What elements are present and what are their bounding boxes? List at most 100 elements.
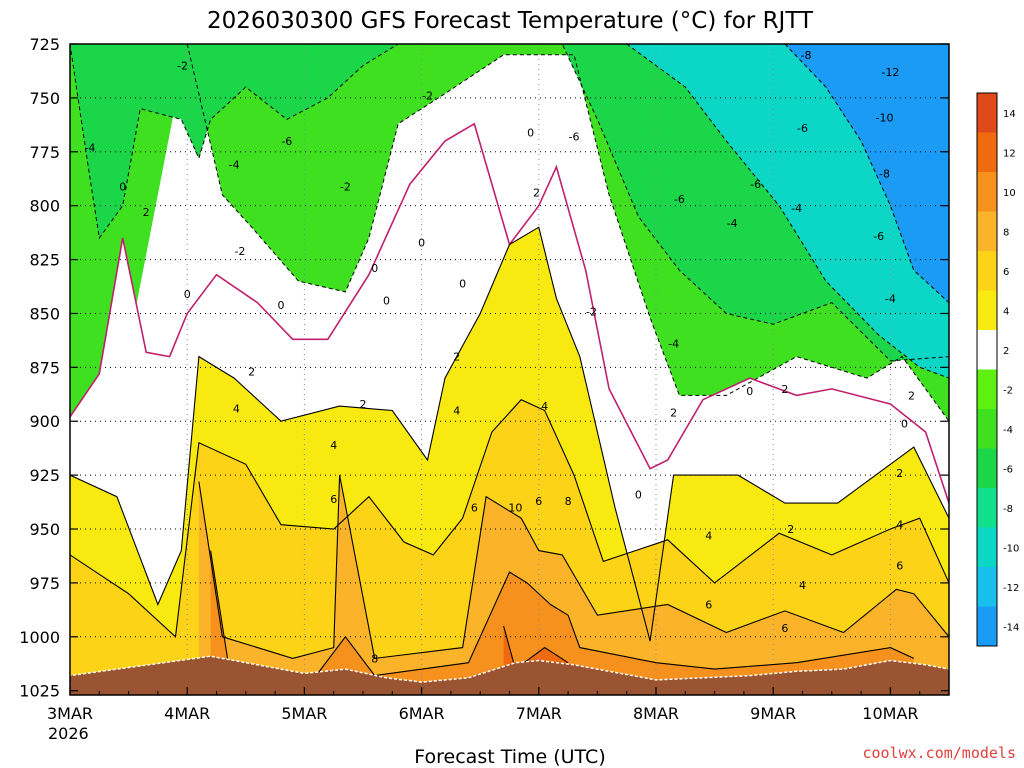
y-tick-label: 750 [29, 89, 60, 108]
contour-label: 6 [471, 501, 478, 514]
contour-label: 8 [565, 495, 572, 508]
colorbar-label: 12 [1003, 148, 1016, 159]
y-tick-label: 900 [29, 412, 60, 431]
contour-label: 8 [371, 652, 378, 665]
contour-label: -4 [84, 141, 95, 154]
contour-line-contour--12 [784, 44, 949, 304]
contour-label: -2 [177, 60, 188, 73]
contour-label: -8 [879, 167, 890, 180]
contour-label: 2 [248, 366, 255, 379]
contour-label: 2 [453, 351, 460, 364]
colorbar-swatch [977, 488, 997, 528]
contour-line-contour--4 [70, 44, 949, 362]
contour-label: -12 [881, 66, 899, 79]
colorbar-label: -8 [1003, 504, 1013, 515]
contour-label: -10 [876, 111, 894, 124]
y-tick-label: 725 [29, 35, 60, 54]
contour-label: -6 [281, 135, 292, 148]
colorbar-swatch [977, 369, 997, 409]
colorbar-swatch [977, 132, 997, 172]
colorbar-label: 14 [1003, 109, 1016, 120]
x-tick-label: 8MAR [633, 704, 679, 723]
contour-label: -4 [229, 159, 240, 172]
contour-label: -8 [801, 49, 812, 62]
x-axis-title: Forecast Time (UTC) [414, 746, 605, 768]
contour-label: -2 [234, 245, 245, 258]
contour-label: 4 [330, 439, 337, 452]
contour-label: 0 [901, 417, 908, 430]
contour-label: -2 [586, 305, 597, 318]
colorbar-label: 10 [1003, 188, 1016, 199]
y-axis: 7257507758008258508759009259509751000102… [19, 35, 949, 701]
credit-text: coolwx.com/models [862, 744, 1016, 762]
contour-label: 0 [746, 385, 753, 398]
contour-label: 4 [233, 402, 240, 415]
contour-label: 0 [635, 489, 642, 502]
contour-label: -6 [568, 131, 579, 144]
contour-label: -2 [422, 90, 433, 103]
contour-line-contour-10 [503, 625, 569, 671]
x-tick-label: 7MAR [516, 704, 562, 723]
contour-label: -4 [885, 292, 896, 305]
contour-label: 0 [459, 277, 466, 290]
x-tick-label: 5MAR [281, 704, 327, 723]
colorbar-label: 8 [1003, 227, 1009, 238]
contour-label: 6 [896, 560, 903, 573]
x-tick-label: 3MAR [47, 704, 93, 723]
colorbar-swatch [977, 448, 997, 488]
contour-line-contour-4 [70, 399, 949, 638]
contour-label: -4 [791, 202, 802, 215]
contour-label: -6 [797, 122, 808, 135]
colorbar-legend: 14 12 10 8 6 4 2 -2 -4 -6 -8 -10 -12 -14 [976, 92, 1019, 647]
contour-label: 2 [143, 206, 150, 219]
contour-label: 6 [535, 495, 542, 508]
y-tick-label: 950 [29, 520, 60, 539]
colorbar-label: 4 [1003, 306, 1009, 317]
contour-line-contour-8 [210, 550, 915, 677]
contour-label: 2 [787, 523, 794, 536]
colorbar-swatch [977, 567, 997, 607]
contour-line-contour-2 [70, 226, 949, 642]
contour-label: -6 [750, 178, 761, 191]
contour-line-contour--8 [626, 44, 949, 379]
contour-label: 4 [541, 400, 548, 413]
x-axis-year-label: 2026 [48, 724, 89, 743]
contour-label: 0 [119, 180, 126, 193]
colorbar-swatch [977, 93, 997, 133]
contour-line-contour-0 [70, 122, 949, 504]
y-tick-label: 1000 [19, 628, 60, 647]
colorbar-frame [976, 92, 998, 647]
contour-label: -6 [674, 193, 685, 206]
terrain-fill [70, 655, 949, 695]
y-tick-label: 875 [29, 358, 60, 377]
contour-label: 6 [705, 598, 712, 611]
y-tick-label: 825 [29, 251, 60, 270]
contour-line-contour-6 [198, 474, 949, 660]
contour-label: 6 [781, 622, 788, 635]
band-fill-contour--12 [784, 44, 949, 303]
temperature-fill-bands [70, 44, 949, 695]
contour-label: 2 [781, 383, 788, 396]
contour-label: 0 [418, 236, 425, 249]
colorbar-swatch [977, 409, 997, 449]
contour-label: 2 [908, 389, 915, 402]
contour-label: -6 [873, 230, 884, 243]
contour-lines [70, 44, 949, 677]
chart-title: 2026030300 GFS Forecast Temperature (°C)… [207, 8, 814, 34]
y-tick-label: 800 [29, 197, 60, 216]
y-tick-label: 775 [29, 143, 60, 162]
colorbar-label: -14 [1003, 622, 1019, 633]
contour-label: 4 [705, 529, 712, 542]
y-tick-label: 1025 [19, 682, 60, 701]
contour-label: 0 [383, 295, 390, 308]
contour-label: 2 [360, 398, 367, 411]
colorbar-swatch [977, 211, 997, 251]
x-tick-label: 4MAR [164, 704, 210, 723]
colorbar-label: 2 [1003, 346, 1009, 357]
contour-label: 2 [533, 187, 540, 200]
contour-label: 0 [277, 299, 284, 312]
plot-area: -2 -4 0 2 0 -4 -6 -2 0 2 4 -2 -2 0 0 0 0 2 4 6 8 2 4 6 10 6 8 4 2 0 -6… [70, 44, 949, 695]
colorbar-swatch [977, 251, 997, 291]
colorbar-swatch [977, 330, 997, 370]
contour-label: 0 [371, 262, 378, 275]
